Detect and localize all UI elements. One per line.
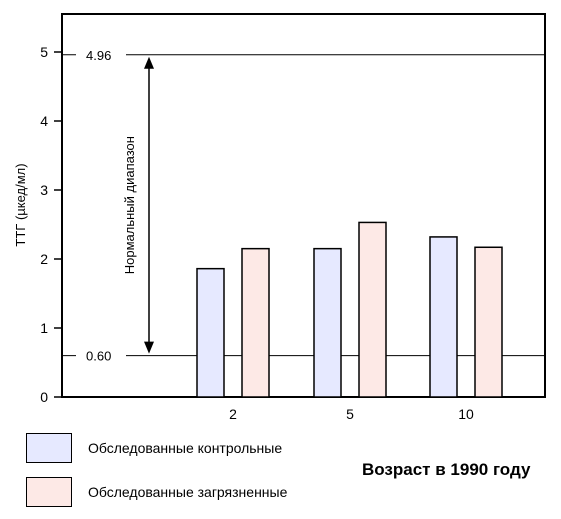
plot-area <box>61 13 546 398</box>
y-axis-label: ТТГ (µкед/мл) <box>13 163 28 246</box>
y-tick-label-5: 5 <box>40 44 48 60</box>
legend-swatch-polluted <box>26 477 72 507</box>
y-tick-label-3: 3 <box>40 182 48 198</box>
x-tick-label-10: 10 <box>458 406 474 422</box>
bar-polluted-10 <box>474 246 503 398</box>
legend-item-control: Обследованные контрольные <box>26 432 282 464</box>
bar-polluted-5 <box>358 221 387 398</box>
y-tick-label-1: 1 <box>40 320 48 336</box>
y-tick-label-2: 2 <box>40 251 48 267</box>
x-tick-label-2: 2 <box>229 406 237 422</box>
legend-label-control: Обследованные контрольные <box>88 440 283 456</box>
x-tick-label-5: 5 <box>346 406 354 422</box>
bar-polluted-2 <box>241 247 270 398</box>
range-arrow-head-bottom <box>144 341 154 354</box>
bar-control-2 <box>196 267 225 398</box>
legend-label-polluted: Обследованные загрязненные <box>88 484 288 500</box>
bar-control-10 <box>429 236 458 398</box>
reference-label-bg-1 <box>76 346 126 365</box>
y-tick-label-0: 0 <box>40 389 48 405</box>
legend-item-polluted: Обследованные загрязненные <box>26 476 287 508</box>
range-arrow-head-top <box>144 56 154 69</box>
bar-control-5 <box>313 247 342 398</box>
y-tick-label-4: 4 <box>40 113 48 129</box>
reference-line-label-0: 4.96 <box>86 48 111 63</box>
reference-label-bg-0 <box>76 45 126 64</box>
range-annotation-label: Нормальный диапазон <box>122 136 137 274</box>
x-axis-label: Возраст в 1990 году <box>362 460 531 479</box>
legend-swatch-control <box>26 433 72 463</box>
reference-line-label-1: 0.60 <box>86 349 111 364</box>
